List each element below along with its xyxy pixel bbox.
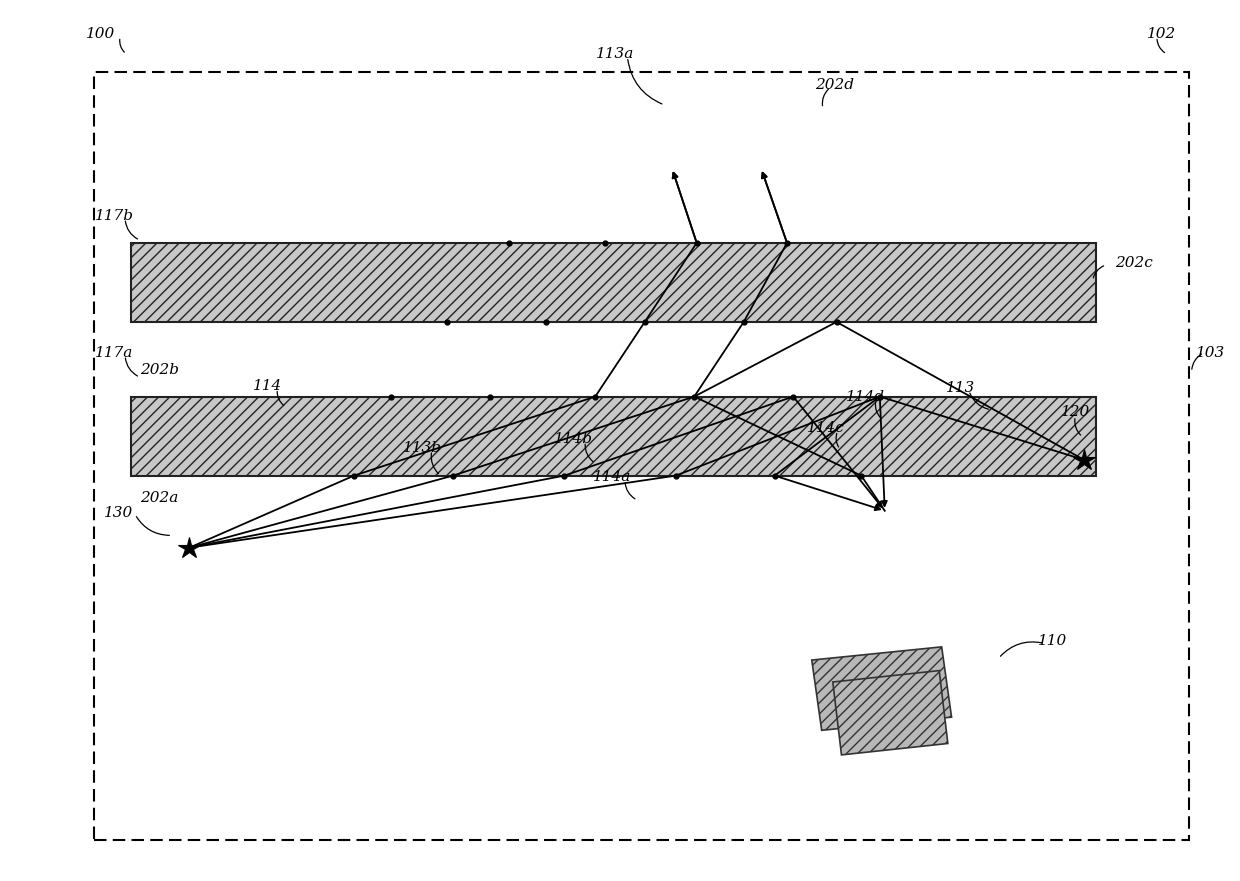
Text: 117a: 117a — [94, 345, 133, 359]
Text: 103: 103 — [1195, 345, 1225, 359]
Text: 110: 110 — [1038, 633, 1068, 648]
Text: 114d: 114d — [846, 389, 884, 403]
Text: 113: 113 — [946, 381, 975, 395]
Text: 114b: 114b — [553, 432, 593, 446]
Text: 117b: 117b — [94, 209, 134, 223]
Text: 114: 114 — [253, 379, 281, 393]
Text: 102: 102 — [1147, 27, 1177, 41]
Text: 202c: 202c — [1115, 256, 1153, 270]
Text: 202b: 202b — [140, 363, 179, 377]
Text: 202a: 202a — [140, 492, 179, 506]
Text: 130: 130 — [104, 506, 134, 520]
Text: 113a: 113a — [596, 47, 634, 61]
Bar — [94, 71, 1189, 840]
Polygon shape — [812, 647, 951, 730]
Text: 113b: 113b — [403, 440, 441, 455]
Polygon shape — [833, 670, 947, 755]
Text: 114a: 114a — [594, 470, 631, 485]
Text: 202d: 202d — [816, 78, 854, 92]
Bar — [131, 243, 1096, 322]
Bar — [131, 396, 1096, 476]
Text: 100: 100 — [86, 27, 115, 41]
Text: 120: 120 — [1060, 405, 1090, 419]
Text: 114c: 114c — [806, 421, 844, 435]
